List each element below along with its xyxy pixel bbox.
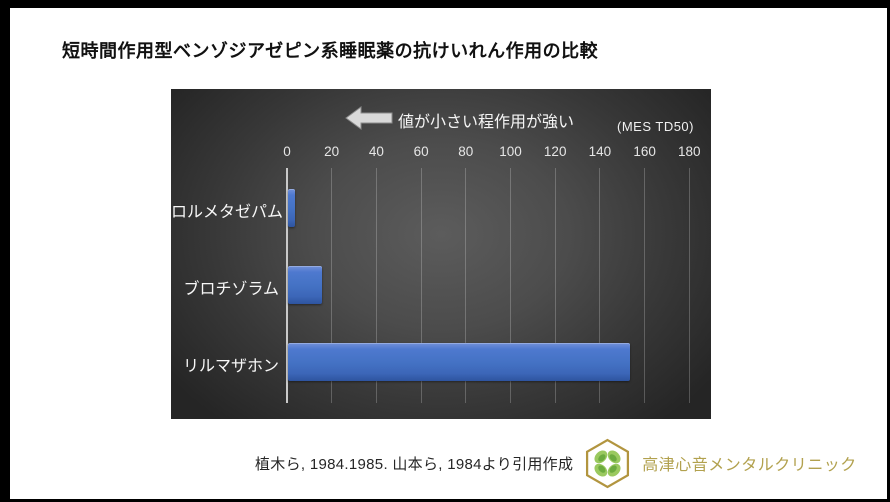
x-tick-label: 0 <box>283 144 291 159</box>
x-tick-label: 140 <box>588 144 612 159</box>
x-tick-label: 60 <box>413 144 429 159</box>
bar-リルマザホン <box>288 343 630 381</box>
x-tick-label: 120 <box>543 144 567 159</box>
unit-label: (MES TD50) <box>617 119 694 134</box>
page-title: 短時間作用型ベンゾジアゼピン系睡眠薬の抗けいれん作用の比較 <box>62 41 599 61</box>
left-arrow-icon <box>345 106 393 130</box>
x-tick-label: 80 <box>458 144 474 159</box>
bar-ロルメタゼパム <box>288 189 295 227</box>
x-tick-label: 160 <box>633 144 656 159</box>
x-tick-label: 40 <box>368 144 384 159</box>
footer: 植木ら, 1984.1985. 山本ら, 1984より引用作成 高津心音メンタル… <box>255 434 857 492</box>
gridline <box>599 168 601 403</box>
clinic-logo-icon <box>586 438 630 489</box>
gridline <box>510 168 511 403</box>
category-label: ブロチゾラム <box>183 281 279 298</box>
x-tick-label: 100 <box>499 144 522 159</box>
bar-chart: 値が小さい程作用が強い (MES TD50) 0 20 40 60 80 100 120 14… <box>171 89 711 419</box>
x-tick-label: 180 <box>678 144 701 159</box>
clover-leaves <box>594 450 621 477</box>
gridline <box>420 168 422 403</box>
source-note: 植木ら, 1984.1985. 山本ら, 1984より引用作成 <box>255 455 574 473</box>
x-tick-label: 20 <box>324 144 340 159</box>
clinic-name: 高津心音メンタルクリニック <box>642 457 857 474</box>
slide-page: 短時間作用型ベンゾジアゼピン系睡眠薬の抗けいれん作用の比較 値が小さい程作用が強… <box>10 8 887 499</box>
gridline <box>688 168 690 403</box>
gridline <box>644 168 646 403</box>
gridline <box>465 168 467 403</box>
bar-ブロチゾラム <box>288 266 322 304</box>
gridline <box>331 168 333 403</box>
chart-annotation: 値が小さい程作用が強い <box>398 114 575 131</box>
gridline <box>375 168 377 403</box>
category-label: リルマザホン <box>182 358 279 375</box>
category-label: ロルメタゼパム <box>171 204 284 221</box>
y-axis-line <box>286 168 288 403</box>
gridline <box>554 168 556 403</box>
